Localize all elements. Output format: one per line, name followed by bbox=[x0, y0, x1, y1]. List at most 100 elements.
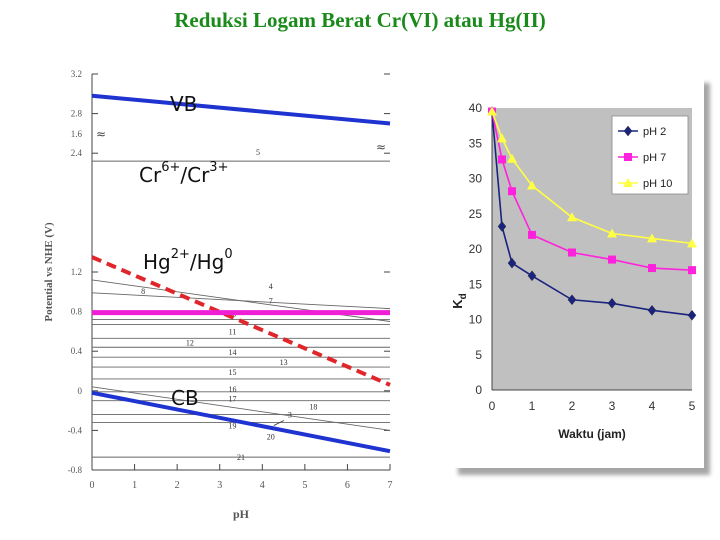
cb-label: CB bbox=[171, 386, 199, 410]
x-tick-label: 0 bbox=[90, 480, 95, 491]
kinetics-chart-panel: 0 5 10 15 20 25 30 35 40 0 1 2 3 4 5 Waktu (jam) Kd pH 2 p… bbox=[452, 76, 704, 468]
x-tick-label: 1 bbox=[132, 480, 137, 491]
y-tick-label: 40 bbox=[469, 101, 483, 115]
y-tick-label: 35 bbox=[469, 136, 483, 150]
data-point bbox=[567, 212, 577, 222]
legend-swatch-marker bbox=[623, 178, 633, 187]
data-point bbox=[508, 187, 516, 196]
legend-label: pH 2 bbox=[643, 126, 666, 138]
series-line-ph2 bbox=[491, 111, 693, 317]
y-tick-label: 0.4 bbox=[71, 346, 83, 356]
reaction-line-number: 21 bbox=[237, 453, 245, 462]
y-tick-label: 0 bbox=[78, 386, 83, 396]
legend-swatch-marker bbox=[624, 153, 632, 161]
x-tick-label: 4 bbox=[649, 399, 656, 413]
x-tick-label: 4 bbox=[260, 480, 265, 491]
reaction-line-number: 8 bbox=[141, 287, 145, 296]
x-tick-label: 3 bbox=[217, 480, 222, 491]
data-point bbox=[607, 228, 617, 238]
reaction-line-number: 14 bbox=[228, 348, 236, 357]
reaction-line-number: 17 bbox=[228, 395, 236, 404]
x-tick-label: 0 bbox=[489, 399, 496, 413]
reaction-line-number: 18 bbox=[309, 403, 317, 412]
x-tick-label: 5 bbox=[689, 399, 696, 413]
reaction-line-pointer bbox=[273, 420, 285, 426]
y-tick-label: 0 bbox=[475, 383, 482, 397]
y-tick-label: 15 bbox=[469, 277, 483, 291]
y-tick-label: -0.8 bbox=[68, 465, 83, 475]
x-tick-label: 2 bbox=[569, 399, 576, 413]
x-tick-label: 5 bbox=[302, 480, 307, 491]
x-tick-label: 1 bbox=[529, 399, 536, 413]
axis-break-mark: ≈ bbox=[96, 127, 106, 141]
data-point bbox=[527, 180, 537, 190]
data-point bbox=[647, 233, 657, 243]
y-tick-label: 2.8 bbox=[71, 109, 83, 119]
data-point bbox=[487, 106, 497, 116]
y-axis-label-subscript: d bbox=[458, 293, 469, 299]
data-point bbox=[687, 309, 697, 321]
reaction-line-number: 7 bbox=[269, 297, 273, 306]
data-point bbox=[608, 255, 616, 264]
y-tick-label: 2.4 bbox=[71, 148, 83, 158]
data-point bbox=[648, 264, 656, 273]
data-point bbox=[688, 266, 696, 275]
reaction-line-number: 20 bbox=[267, 432, 275, 441]
y-tick-label: -0.4 bbox=[68, 425, 83, 435]
data-point bbox=[497, 221, 507, 232]
y-tick-label: 0.8 bbox=[71, 307, 83, 317]
data-point bbox=[647, 305, 657, 316]
data-point bbox=[687, 238, 697, 248]
y-tick-label: 25 bbox=[469, 207, 483, 221]
data-point bbox=[567, 294, 577, 306]
valence-band-line bbox=[91, 93, 391, 126]
cr-couple-label: Cr6+/Cr3+ bbox=[139, 160, 229, 187]
x-tick-label: 3 bbox=[609, 399, 616, 413]
hg-couple-label: Hg2+/Hg0 bbox=[143, 247, 233, 274]
data-point bbox=[497, 133, 507, 143]
reaction-line-number: 15 bbox=[228, 368, 236, 377]
data-point bbox=[507, 257, 517, 269]
kinetics-chart: 0 5 10 15 20 25 30 35 40 0 1 2 3 4 5 Waktu (jam) Kd pH 2 p… bbox=[452, 101, 697, 441]
cr-redox-line bbox=[91, 255, 391, 387]
reaction-line-number: 12 bbox=[186, 338, 194, 347]
pourbaix-chart: 3.22.82.41.20.80.40-0.4-0.81.6 ≈≈0 1 2 3 4 5 6 7… bbox=[43, 69, 393, 521]
x-tick-label: 6 bbox=[345, 480, 350, 491]
y-axis-label: Potential vs NHE (V) bbox=[43, 222, 55, 322]
y-tick-label: 3.2 bbox=[71, 69, 82, 79]
y-tick-label: 30 bbox=[469, 172, 483, 186]
reaction-line-number: 16 bbox=[228, 385, 236, 394]
y-tick-label: 5 bbox=[475, 348, 482, 362]
reaction-line bbox=[91, 292, 391, 310]
series-line-ph7 bbox=[491, 111, 693, 271]
data-point bbox=[568, 248, 576, 257]
reaction-line-number: 5 bbox=[256, 148, 260, 157]
reaction-line-pointer-label: 3 bbox=[288, 411, 292, 420]
data-point bbox=[507, 153, 517, 163]
reaction-line-number: 13 bbox=[280, 358, 288, 367]
x-tick-label: 7 bbox=[388, 480, 393, 491]
data-point bbox=[607, 297, 617, 309]
legend-label: pH 7 bbox=[643, 152, 666, 164]
data-point bbox=[498, 155, 506, 164]
legend-swatch-marker bbox=[623, 125, 633, 137]
axis-break-mark-right: ≈ bbox=[376, 140, 386, 154]
conduction-band-line bbox=[91, 390, 391, 454]
reaction-line-number: 19 bbox=[228, 421, 236, 430]
x-axis-label: Waktu (jam) bbox=[558, 427, 626, 441]
reaction-line-number: 4 bbox=[269, 282, 273, 291]
y-axis-label: Kd bbox=[452, 293, 469, 309]
x-tick-label: 2 bbox=[175, 480, 180, 491]
y-tick-label: 10 bbox=[469, 313, 483, 327]
reaction-line-number: 11 bbox=[229, 327, 237, 336]
data-point bbox=[527, 270, 537, 282]
page-title: Reduksi Logam Berat Cr(VI) atau Hg(II) bbox=[174, 8, 546, 32]
vb-label: VB bbox=[170, 92, 198, 116]
reaction-line bbox=[91, 386, 391, 431]
data-point bbox=[528, 230, 536, 239]
legend-label: pH 10 bbox=[643, 178, 672, 190]
x-axis-label: pH bbox=[233, 507, 250, 521]
y-tick-label: 1.2 bbox=[71, 267, 82, 277]
y-tick-label: 20 bbox=[469, 242, 483, 256]
y-tick-label-extra: 1.6 bbox=[71, 129, 83, 139]
